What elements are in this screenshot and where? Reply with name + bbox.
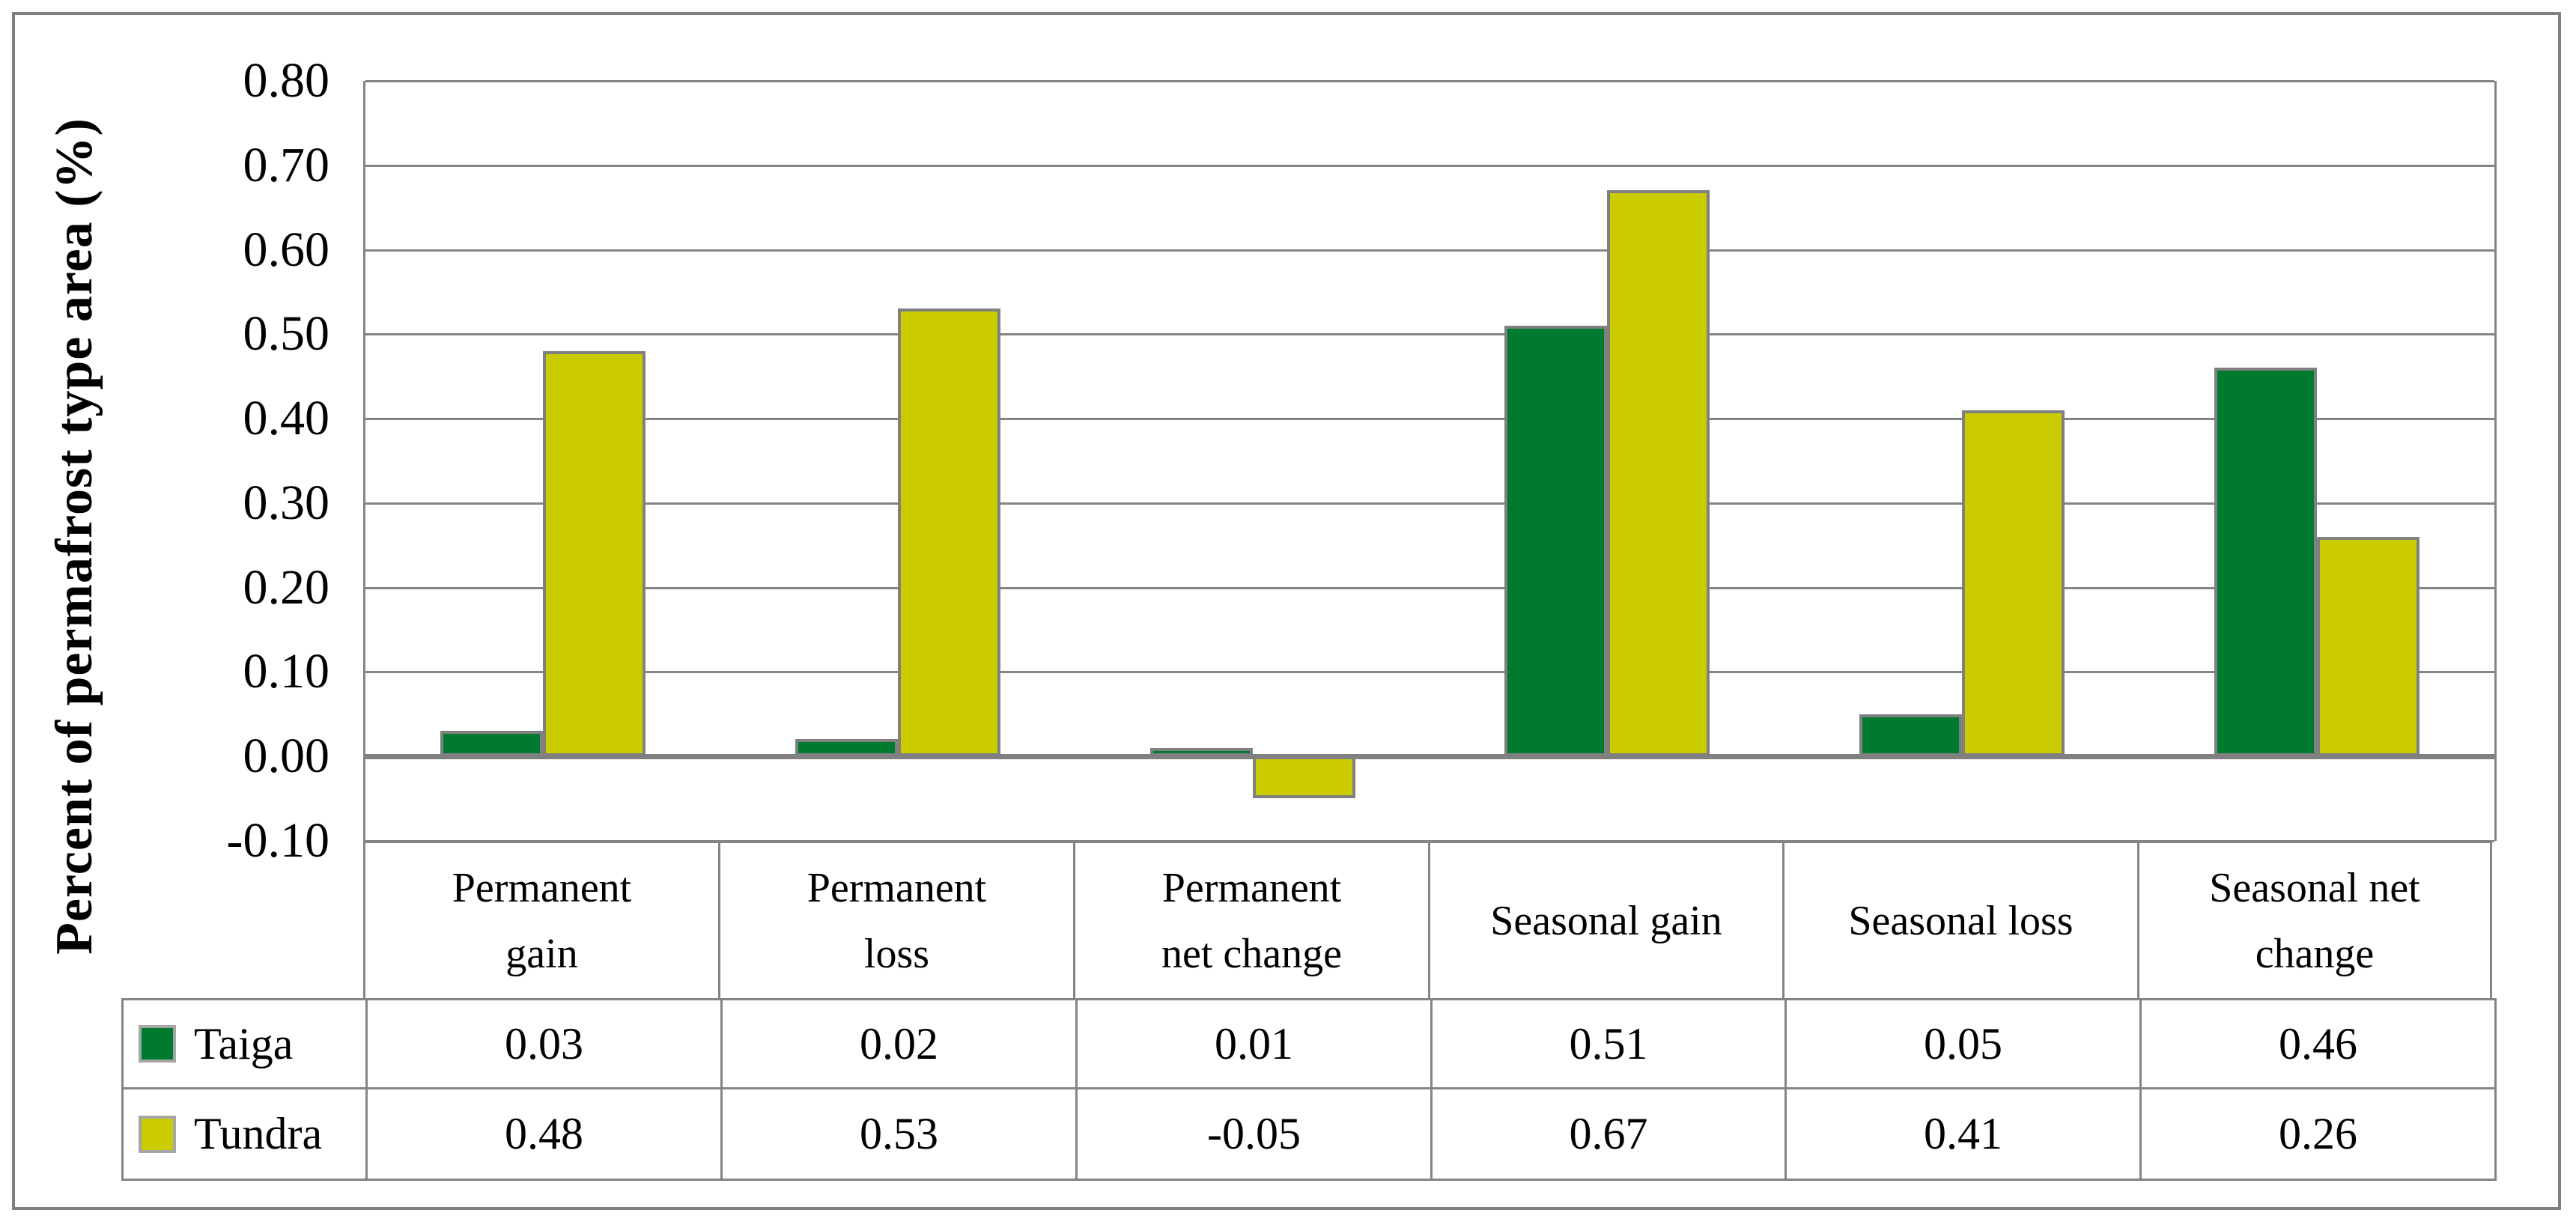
value-cell-tundra-4: 0.67 <box>1430 1089 1784 1179</box>
y-tick-label: 0.40 <box>243 391 330 446</box>
category-header-cell: Permanent gain <box>363 843 718 998</box>
value-cell-taiga-6: 0.46 <box>2139 1000 2494 1087</box>
category-label-line: Permanent <box>806 864 987 911</box>
bar-taiga-6 <box>2214 368 2317 756</box>
value-cell-tundra-2: 0.53 <box>720 1089 1075 1179</box>
y-tick-label: 0.60 <box>243 222 330 277</box>
value-cell-tundra-1: 0.48 <box>365 1089 720 1179</box>
figure-border-frame <box>12 12 2561 1210</box>
y-tick-label: 0.70 <box>243 138 330 192</box>
bar-taiga-4 <box>1504 326 1607 756</box>
category-header-cell: Seasonal loss <box>1782 843 2137 998</box>
y-tick-label: 0.20 <box>243 560 330 615</box>
bar-taiga-1 <box>440 731 543 756</box>
value-cell-taiga-5: 0.05 <box>1784 1000 2139 1087</box>
gridline <box>365 587 2494 589</box>
legend-swatch-taiga <box>139 1025 176 1063</box>
value-cell-taiga-1: 0.03 <box>365 1000 720 1087</box>
y-tick-label: 0.50 <box>243 306 330 361</box>
value-cell-taiga-3: 0.01 <box>1075 1000 1430 1087</box>
gridline <box>365 502 2494 505</box>
legend-cell-taiga: Taiga <box>124 1000 365 1087</box>
bar-tundra-2 <box>898 308 1000 756</box>
value-cell-tundra-3: -0.05 <box>1075 1089 1430 1179</box>
category-label-line: Seasonal net <box>2209 864 2420 911</box>
table-row-taiga: Taiga 0.03 0.02 0.01 0.51 0.05 0.46 <box>124 1000 2494 1089</box>
series-name-label: Taiga <box>194 1018 294 1069</box>
gridline <box>365 333 2494 335</box>
category-header-cell: Seasonal net change <box>2137 843 2492 998</box>
gridline <box>365 165 2494 167</box>
gridline <box>365 671 2494 673</box>
category-header-cell: Permanent net change <box>1073 843 1428 998</box>
category-label-line: gain <box>505 930 578 977</box>
series-name-label: Tundra <box>194 1109 323 1158</box>
value-cell-tundra-6: 0.26 <box>2139 1089 2494 1179</box>
bar-tundra-5 <box>1962 410 2065 756</box>
gridline <box>365 80 2494 82</box>
table-row-tundra: Tundra 0.48 0.53 -0.05 0.67 0.41 0.26 <box>124 1089 2494 1179</box>
value-cell-taiga-2: 0.02 <box>720 1000 1075 1087</box>
y-tick-label: 0.00 <box>243 729 330 783</box>
category-label-line: Permanent <box>452 864 632 911</box>
data-table: Taiga 0.03 0.02 0.01 0.51 0.05 0.46 Tundra 0.48 0… <box>121 998 2497 1181</box>
bar-taiga-5 <box>1859 714 1962 756</box>
y-tick-label: 0.80 <box>243 53 330 108</box>
bar-tundra-1 <box>543 351 645 756</box>
legend-swatch-tundra <box>139 1115 176 1153</box>
category-label-line: Seasonal loss <box>1848 897 2074 944</box>
value-cell-taiga-4: 0.51 <box>1430 1000 1784 1087</box>
category-label-line: Seasonal gain <box>1490 897 1722 944</box>
bar-tundra-4 <box>1607 190 1710 756</box>
category-header-row: Permanent gain Permanent loss Permanent net c… <box>363 841 2492 998</box>
category-label-line: change <box>2255 930 2375 977</box>
category-header-cell: Permanent loss <box>718 843 1073 998</box>
category-label-line: loss <box>863 930 930 977</box>
plot-area <box>363 80 2497 842</box>
bar-tundra-6 <box>2317 537 2419 756</box>
category-label-line: Permanent <box>1161 864 1342 911</box>
y-tick-label: 0.30 <box>243 475 330 530</box>
gridline <box>365 249 2494 252</box>
gridline <box>365 840 2494 842</box>
bar-tundra-3 <box>1253 756 1355 798</box>
legend-cell-tundra: Tundra <box>124 1089 365 1179</box>
category-label-line: net change <box>1161 930 1342 977</box>
value-cell-tundra-5: 0.41 <box>1784 1089 2139 1179</box>
y-tick-label: 0.10 <box>243 644 330 699</box>
category-header-cell: Seasonal gain <box>1428 843 1782 998</box>
gridline <box>365 418 2494 420</box>
y-tick-label: -0.10 <box>226 813 329 868</box>
x-axis-zero-line <box>365 754 2494 759</box>
